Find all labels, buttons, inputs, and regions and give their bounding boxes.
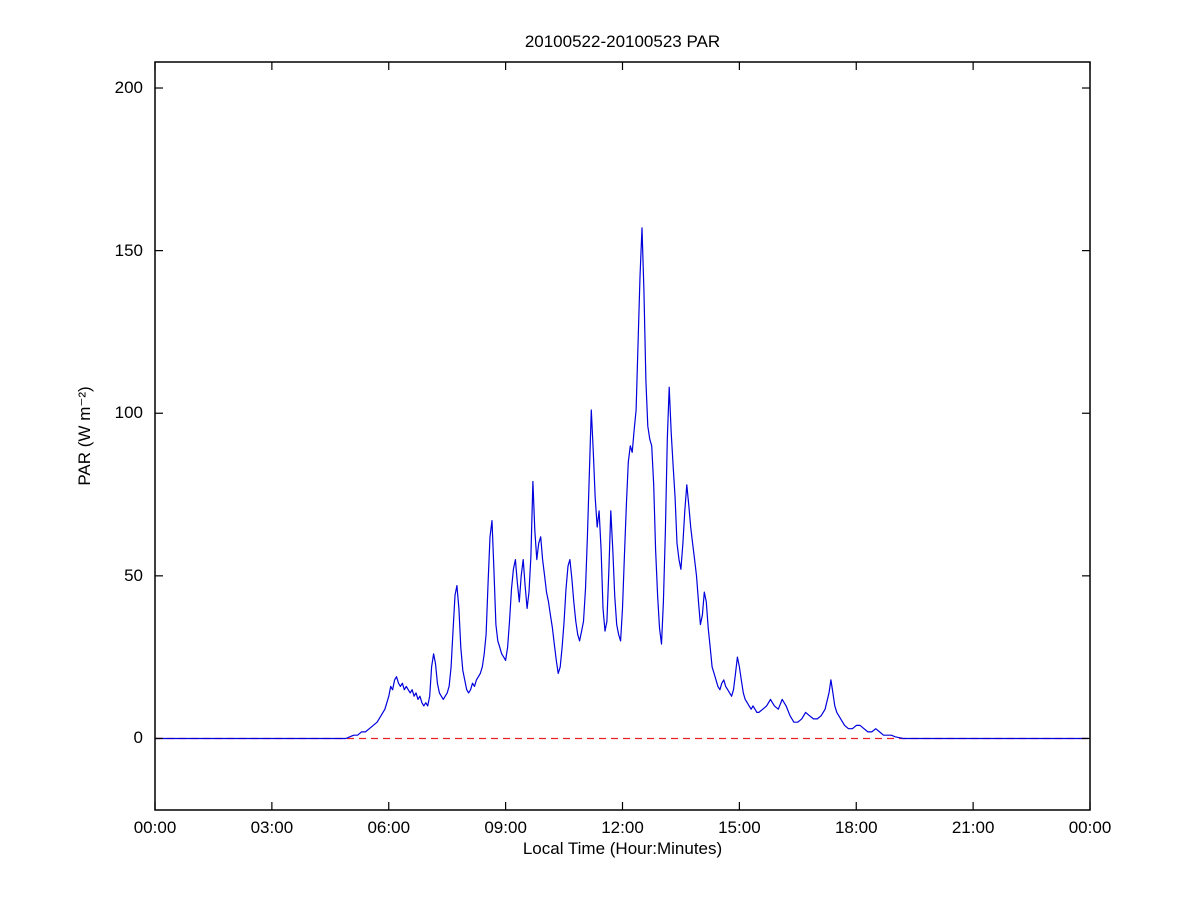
y-axis-label: PAR (W m⁻²) — [75, 386, 94, 486]
x-tick-label: 18:00 — [834, 818, 878, 837]
x-tick-label: 00:00 — [133, 818, 177, 837]
x-tick-label: 03:00 — [250, 818, 294, 837]
x-tick-label: 15:00 — [718, 818, 761, 837]
y-tick-label: 150 — [114, 240, 143, 260]
y-tick-label: 0 — [133, 728, 143, 748]
axes-box — [154, 61, 1091, 811]
x-tick-label: 12:00 — [601, 818, 644, 837]
y-tick-label: 50 — [124, 565, 143, 585]
x-tick-label: 00:00 — [1068, 818, 1112, 837]
x-axis-label: Local Time (Hour:Minutes) — [522, 839, 723, 858]
x-tick-label: 21:00 — [951, 818, 995, 837]
par-series-line — [155, 227, 1089, 740]
x-tick-label: 06:00 — [367, 818, 411, 837]
x-tick-label: 09:00 — [484, 818, 527, 837]
y-tick-label: 100 — [114, 403, 143, 423]
chart-title: 20100522-20100523 PAR — [524, 32, 721, 51]
y-tick-label: 200 — [114, 78, 143, 98]
